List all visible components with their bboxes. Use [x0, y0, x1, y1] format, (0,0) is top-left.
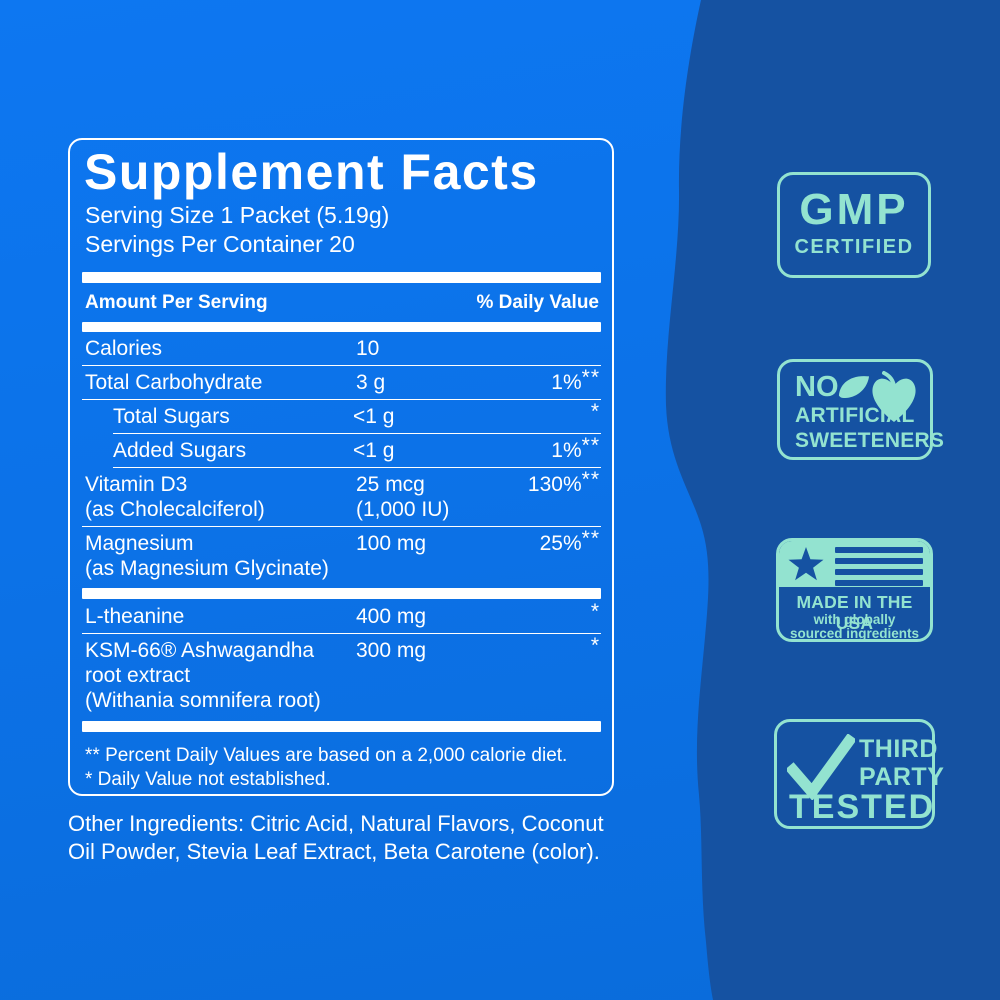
no-label: NO: [795, 371, 839, 403]
nutrient-amount: <1 g: [353, 439, 395, 462]
usa-flag-icon: [779, 541, 930, 587]
gmp-certified-badge: GMP CERTIFIED: [777, 172, 931, 278]
globally-label: with globally: [813, 612, 896, 627]
table-row-total-sugars: Total Sugars <1 g *: [113, 400, 601, 434]
footnote-not-established: * Daily Value not established.: [85, 769, 331, 790]
flag-stripes: [835, 547, 923, 591]
nutrient-dv: 1%: [551, 439, 582, 462]
nutrient-name: L-theanine: [85, 605, 185, 628]
thick-separator: [82, 322, 601, 332]
panel-title: Supplement Facts: [84, 144, 539, 200]
footnote-daily-values: ** Percent Daily Values are based on a 2…: [85, 745, 568, 766]
dv-asterisk: **: [581, 527, 600, 550]
table-row-calories: Calories 10: [82, 332, 601, 366]
nutrient-name-form: (as Magnesium Glycinate): [85, 557, 329, 580]
nutrient-amount: 25 mcg: [356, 473, 425, 496]
nutrient-amount: 100 mg: [356, 532, 427, 555]
nutrient-amount: 10: [356, 337, 380, 360]
tested-label: TESTED: [789, 788, 936, 826]
nutrient-amount: 400 mg: [356, 605, 427, 628]
nutrient-amount-iu: (1,000 IU): [356, 498, 450, 521]
dv-asterisk: **: [581, 366, 600, 389]
checkmark-icon: [785, 733, 857, 805]
nutrient-amount: <1 g: [353, 405, 395, 428]
dv-asterisk: *: [590, 634, 600, 657]
dv-asterisk: **: [581, 468, 600, 491]
nutrient-dv: 130%: [527, 473, 582, 496]
sourced-label: sourced ingredients: [789, 626, 920, 641]
table-row-vitamin-d3: Vitamin D3 (as Cholecalciferol) 25 mcg (…: [82, 468, 601, 527]
nutrient-name-form: (as Cholecalciferol): [85, 498, 265, 521]
nutrient-name: Calories: [85, 337, 163, 360]
supplement-facts-panel: Supplement Facts Serving Size 1 Packet (…: [68, 138, 614, 796]
third-label: THIRD: [859, 735, 938, 763]
made-in-usa-label: MADE IN THE USA: [796, 592, 913, 633]
dv-asterisk: *: [590, 400, 600, 423]
table-row-ashwagandha: KSM-66® Ashwagandha root extract (Withan…: [82, 634, 601, 717]
nutrient-name-line2: root extract: [85, 664, 191, 687]
header-daily-value: % Daily Value: [476, 292, 599, 313]
dv-asterisk: *: [590, 600, 600, 623]
other-ingredients-text: Other Ingredients: Citric Acid, Natural …: [68, 811, 604, 864]
table-header: Amount Per Serving % Daily Value: [82, 283, 601, 322]
leaf-pair-icon: [836, 370, 920, 431]
thick-separator: [82, 272, 601, 283]
sweeteners-label: SWEETENERS: [795, 429, 945, 452]
nutrient-dv: 25%: [539, 532, 582, 555]
thick-separator: [82, 721, 601, 732]
nutrient-name: Magnesium: [85, 532, 194, 555]
thick-separator: [82, 588, 601, 599]
servings-per-container: Servings Per Container 20: [85, 231, 355, 257]
nutrient-amount: 3 g: [356, 371, 386, 394]
nutrient-name-form: (Withania somnifera root): [85, 689, 321, 712]
footnotes: ** Percent Daily Values are based on a 2…: [85, 744, 601, 792]
nutrient-dv: 1%: [551, 371, 582, 394]
dv-asterisk: **: [581, 434, 600, 457]
nutrient-name: Total Sugars: [113, 405, 230, 428]
nutrient-amount: 300 mg: [356, 639, 427, 662]
nutrient-name: Total Carbohydrate: [85, 371, 263, 394]
no-artificial-sweeteners-badge: NO ARTIFICIAL SWEETENERS: [777, 359, 945, 460]
table-row-l-theanine: L-theanine 400 mg *: [82, 600, 601, 634]
table-row-magnesium: Magnesium (as Magnesium Glycinate) 100 m…: [82, 527, 601, 585]
star-icon: [787, 546, 825, 587]
nutrient-name: Vitamin D3: [85, 473, 188, 496]
nutrient-name: KSM-66® Ashwagandha: [85, 639, 315, 662]
certified-label: CERTIFIED: [794, 236, 914, 258]
table-row-added-sugars: Added Sugars <1 g 1%**: [113, 434, 601, 468]
gmp-label: GMP: [799, 185, 909, 234]
made-in-usa-badge: MADE IN THE USA with globally sourced in…: [776, 538, 933, 642]
header-amount-per-serving: Amount Per Serving: [85, 292, 268, 313]
nutrient-name: Added Sugars: [113, 439, 247, 462]
third-party-tested-badge: THIRD PARTY TESTED: [774, 719, 944, 829]
serving-size: Serving Size 1 Packet (5.19g): [85, 202, 390, 228]
party-label: PARTY: [859, 763, 945, 791]
table-row-total-carbohydrate: Total Carbohydrate 3 g 1%**: [82, 366, 601, 400]
